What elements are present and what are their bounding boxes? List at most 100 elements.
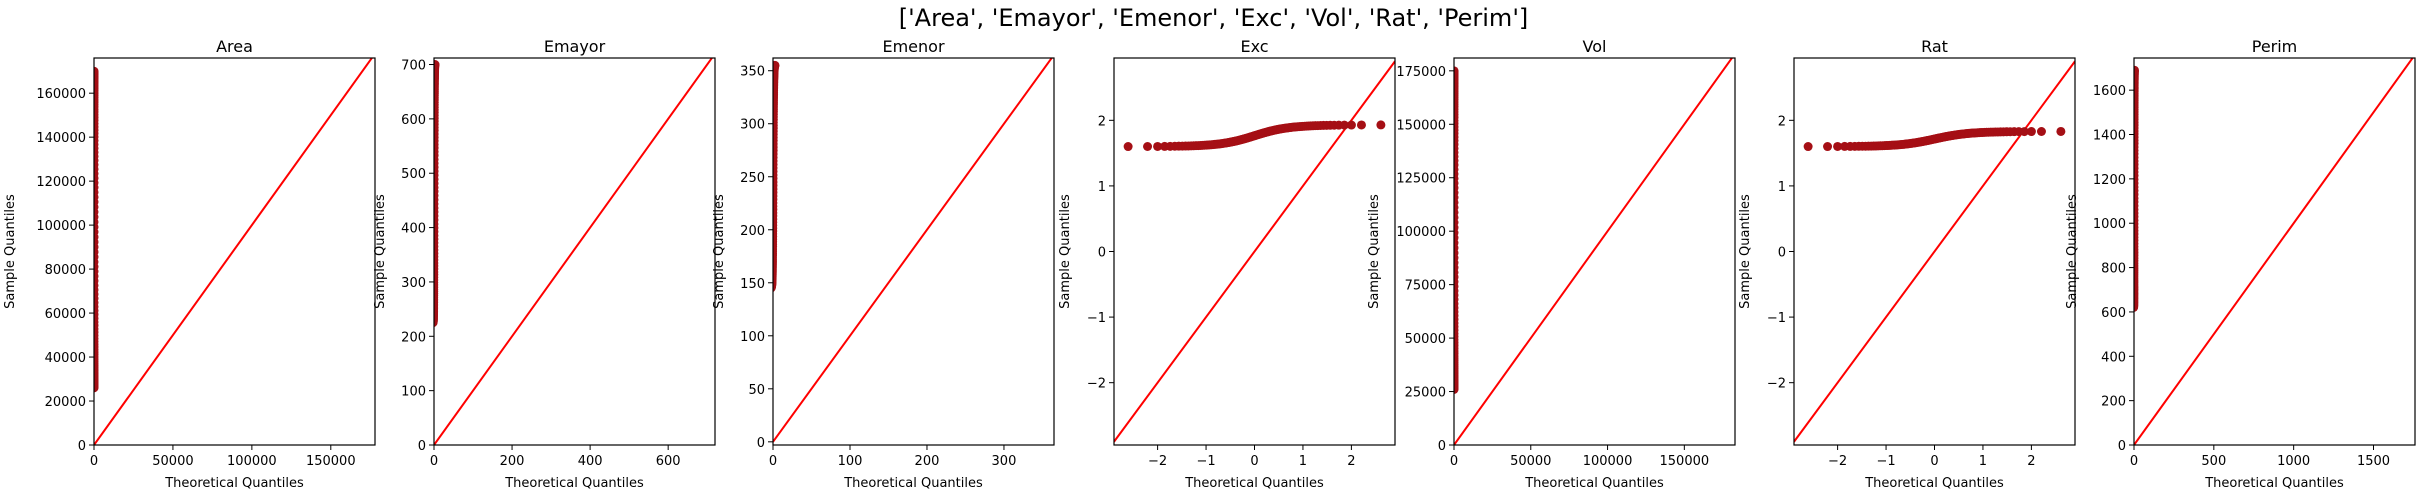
- y-tick-label: 300: [401, 276, 426, 291]
- x-tick-label: 50000: [152, 454, 193, 469]
- figure-title: ['Area', 'Emayor', 'Emenor', 'Exc', 'Vol…: [898, 4, 1529, 32]
- x-tick-label: 0: [430, 454, 438, 469]
- y-tick-label: 300: [740, 118, 765, 133]
- x-tick-label: 500: [2201, 454, 2226, 469]
- x-tick-label: 0: [90, 454, 98, 469]
- data-point: [1143, 141, 1153, 151]
- y-tick-label: 20000: [45, 395, 86, 410]
- x-axis-label: Theoretical Quantiles: [164, 476, 304, 491]
- data-point: [1454, 66, 1459, 76]
- subplot-rat: −2 −1 0 1 2 −2 −1 0 1 2 Rat Theoretical Quantiles Sa…: [1738, 37, 2076, 491]
- y-axis-label: Sample Quantiles: [712, 194, 727, 309]
- reference-line: [1114, 60, 1395, 443]
- y-tick-label: 100: [740, 330, 765, 345]
- subplot-title: Vol: [1583, 37, 1607, 56]
- x-tick-label: 1000: [2277, 454, 2310, 469]
- axes-frame: [433, 57, 716, 446]
- y-tick-label: 700: [401, 59, 426, 74]
- y-tick-label: −1: [1767, 311, 1786, 326]
- x-tick-label: 100: [838, 454, 863, 469]
- y-tick-label: 200: [2101, 395, 2126, 410]
- x-tick-label: 1500: [2357, 454, 2390, 469]
- y-tick-label: 75000: [1405, 279, 1446, 294]
- subplot-title: Area: [216, 37, 253, 56]
- y-tick-label: 100000: [1396, 225, 1446, 240]
- y-tick-label: 2: [1778, 114, 1786, 129]
- x-axis-label: Theoretical Quantiles: [2204, 476, 2344, 491]
- data-point: [434, 60, 440, 70]
- y-tick-label: 0: [1438, 439, 1446, 454]
- y-axis-label: Sample Quantiles: [2065, 194, 2080, 309]
- x-tick-label: 300: [992, 454, 1017, 469]
- y-axis-label: Sample Quantiles: [1058, 194, 1073, 309]
- reference-line: [2134, 58, 2414, 445]
- axes-frame: [772, 57, 1055, 446]
- x-tick-label: −2: [1828, 454, 1847, 469]
- y-tick-label: −2: [1767, 377, 1786, 392]
- x-tick-label: 100000: [1583, 454, 1633, 469]
- y-tick-label: 50000: [1405, 332, 1446, 347]
- y-tick-label: 125000: [1396, 172, 1446, 187]
- y-tick-label: 2: [1098, 114, 1106, 129]
- x-axis-label: Theoretical Quantiles: [1864, 476, 2004, 491]
- y-tick-label: 160000: [36, 87, 86, 102]
- x-tick-label: 400: [578, 454, 603, 469]
- subplot-title: Rat: [1921, 37, 1948, 56]
- data-point: [1339, 120, 1349, 130]
- subplot-title: Exc: [1240, 37, 1268, 56]
- data-point: [1123, 142, 1133, 152]
- y-tick-label: 1000: [2093, 217, 2126, 232]
- y-tick-label: 350: [740, 65, 765, 80]
- subplot-area: 0 50000 100000 150000 0 20000 40000 60000 80000 1…: [3, 37, 376, 491]
- subplot-title: Perim: [2252, 37, 2298, 56]
- x-tick-label: 100000: [227, 454, 277, 469]
- data-point: [1356, 120, 1366, 130]
- x-tick-label: 2: [2027, 454, 2035, 469]
- subplot-exc: −2 −1 0 1 2 −2 −1 0 1 2 Exc Theoretical Quantiles Sa…: [1058, 37, 1396, 491]
- subplot-perim: 0 500 1000 1500 0 200 400 600 800 1000 1200 1400 160…: [2065, 37, 2416, 491]
- subplot-emayor: 0 200 400 600 0 100 200 300 400 500 600 700 Emayor Th…: [373, 37, 716, 491]
- data-point: [1833, 141, 1843, 151]
- y-tick-label: 400: [401, 222, 426, 237]
- y-tick-label: 80000: [45, 263, 86, 278]
- y-tick-label: 40000: [45, 351, 86, 366]
- reference-line: [434, 58, 714, 445]
- sample-points: [773, 60, 780, 293]
- sample-points: [1123, 120, 1386, 152]
- x-axis-label: Theoretical Quantiles: [1184, 476, 1324, 491]
- data-point: [2026, 127, 2036, 137]
- data-point: [773, 60, 780, 70]
- sample-points: [94, 66, 99, 393]
- y-tick-label: 200: [740, 224, 765, 239]
- y-tick-label: 1400: [2093, 129, 2126, 144]
- y-tick-label: 1200: [2093, 173, 2126, 188]
- x-tick-label: −1: [1196, 454, 1215, 469]
- data-point: [1153, 141, 1163, 151]
- axes-frame: [1453, 57, 1736, 446]
- y-tick-label: 1: [1778, 180, 1786, 195]
- y-axis-label: Sample Quantiles: [373, 194, 388, 309]
- data-point: [1376, 120, 1386, 130]
- y-tick-label: 200: [401, 330, 426, 345]
- x-tick-label: 0: [1450, 454, 1458, 469]
- data-point: [1346, 120, 1356, 130]
- y-tick-label: 600: [2101, 306, 2126, 321]
- sample-points: [1803, 126, 2066, 152]
- y-tick-label: 0: [1778, 246, 1786, 261]
- y-tick-label: −2: [1087, 377, 1106, 392]
- x-tick-label: 0: [1250, 454, 1258, 469]
- sample-points: [434, 60, 440, 328]
- y-tick-label: 175000: [1396, 65, 1446, 80]
- y-tick-label: 25000: [1405, 386, 1446, 401]
- x-tick-label: 0: [2130, 454, 2138, 469]
- y-tick-label: 50: [748, 383, 765, 398]
- data-point: [2019, 127, 2029, 137]
- y-tick-label: −1: [1087, 311, 1106, 326]
- y-tick-label: 250: [740, 171, 765, 186]
- x-tick-label: 0: [1930, 454, 1938, 469]
- data-point: [1803, 142, 1813, 152]
- subplot-title: Emenor: [882, 37, 944, 56]
- sample-points: [2134, 65, 2139, 312]
- x-tick-label: 50000: [1510, 454, 1551, 469]
- reference-line: [773, 58, 1053, 443]
